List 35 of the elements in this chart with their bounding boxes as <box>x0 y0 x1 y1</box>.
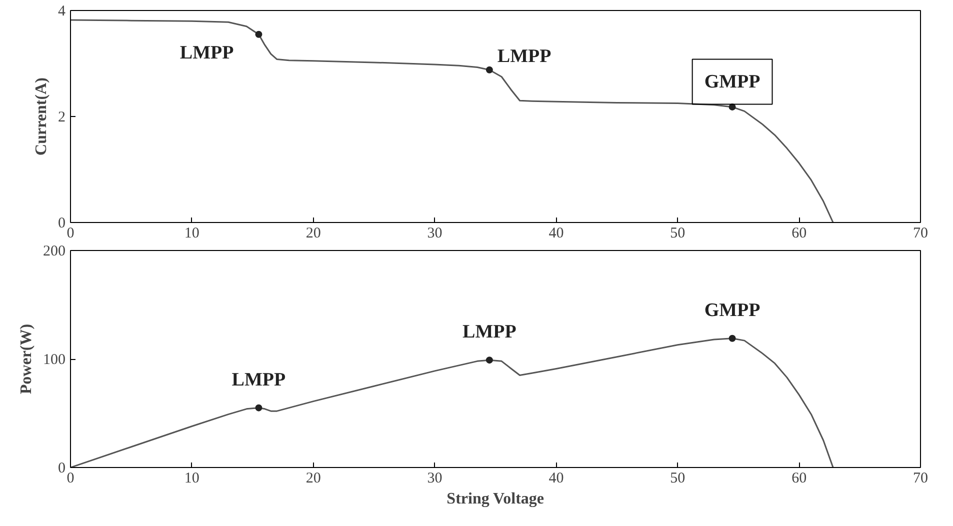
y-axis-title: Power(W) <box>18 324 35 394</box>
x-tick-label: 70 <box>913 470 928 486</box>
point <box>486 66 493 74</box>
x-tick-label: 40 <box>548 226 564 242</box>
y-tick-label: 100 <box>43 352 66 368</box>
annotation: LMPP <box>497 46 552 68</box>
x-tick-label: 30 <box>427 470 442 486</box>
x-tick-label: 40 <box>548 470 564 486</box>
y-tick-label: 200 <box>43 244 66 260</box>
y-tick-label: 0 <box>58 216 66 232</box>
x-tick-label: 20 <box>306 470 321 486</box>
y-axis-title: Current(A) <box>33 78 50 156</box>
annotation: LMPP <box>232 369 286 390</box>
line-series <box>70 19 834 222</box>
annotation: GMPP <box>704 71 761 92</box>
point <box>728 334 736 342</box>
point <box>255 404 262 412</box>
x-tick-label: 60 <box>792 226 807 242</box>
x-tick-label: 30 <box>427 226 442 242</box>
y-tick-label: 2 <box>58 110 66 126</box>
annotation: GMPP <box>704 300 761 322</box>
annotation: LMPP <box>462 322 517 343</box>
x-tick-label: 20 <box>306 226 321 242</box>
point <box>255 30 262 38</box>
y-tick-label: 4 <box>58 4 66 20</box>
x-tick-label: 10 <box>184 226 200 242</box>
annotation: LMPP <box>180 42 234 64</box>
x-tick-label: 70 <box>913 226 928 242</box>
x-tick-label: 60 <box>792 470 807 486</box>
x-axis-title: String Voltage <box>446 490 544 508</box>
x-tick-label: 10 <box>184 470 200 486</box>
y-tick-label: 0 <box>58 460 66 476</box>
point <box>486 356 493 364</box>
x-tick-label: 50 <box>670 470 686 486</box>
x-tick-label: 50 <box>670 226 686 242</box>
